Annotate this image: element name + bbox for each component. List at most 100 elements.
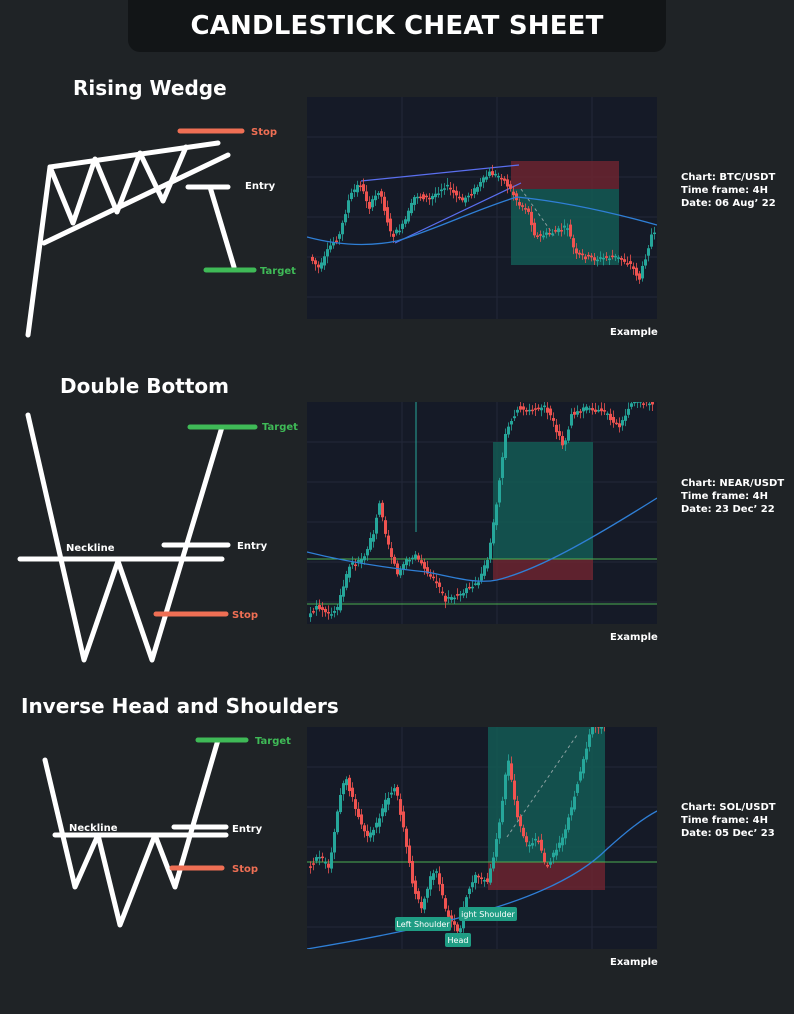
candle-body	[599, 257, 602, 259]
candle-body	[420, 901, 423, 909]
candle-body	[321, 607, 324, 610]
candle-body	[621, 420, 624, 426]
candle-body	[477, 582, 480, 586]
candle-body	[359, 185, 362, 188]
candle-body	[588, 734, 591, 747]
candle-body	[540, 407, 543, 411]
candle-body	[339, 794, 342, 813]
candle-body	[441, 883, 444, 896]
candle-body	[513, 780, 516, 800]
candle-body	[438, 582, 441, 587]
candle-body	[309, 866, 312, 868]
candle-body	[651, 402, 654, 405]
candle-body	[390, 548, 393, 558]
candle-body	[611, 255, 614, 258]
candle-body	[429, 876, 432, 890]
candle-body	[605, 256, 608, 258]
candle-body	[395, 229, 398, 234]
candle-body	[465, 588, 468, 594]
candle-body	[476, 187, 479, 192]
candle-body	[512, 191, 515, 196]
right-shoulder-tag: ight Shoulder	[459, 907, 517, 921]
candles	[309, 727, 605, 938]
candle-body	[377, 193, 380, 196]
candle-body	[330, 614, 333, 616]
section-title-double-bottom: Double Bottom	[60, 374, 229, 398]
double-bottom-diagram: Target Neckline Entry Stop	[17, 412, 298, 663]
candle-body	[516, 409, 519, 413]
candle-body	[519, 816, 522, 827]
candle-body	[410, 202, 413, 214]
candle-body	[401, 223, 404, 229]
candle-body	[525, 836, 528, 843]
candle-body	[365, 191, 368, 202]
candle-body	[353, 189, 356, 192]
candle-body	[393, 788, 396, 792]
head-tag: Head	[445, 933, 471, 947]
candle-body	[510, 763, 513, 780]
candle-body	[518, 202, 521, 206]
candle-body	[624, 415, 627, 421]
candle-body	[347, 200, 350, 213]
candle-body	[326, 249, 329, 257]
candle-body	[494, 173, 497, 176]
candle-body	[495, 839, 498, 857]
candle-body	[467, 195, 470, 198]
candle-body	[366, 549, 369, 556]
candle-body	[561, 436, 564, 446]
candle-body	[545, 232, 548, 235]
candle-body	[522, 827, 525, 837]
candle-body	[650, 234, 653, 247]
candle-body	[492, 522, 495, 544]
candle-body	[558, 842, 561, 848]
candle-body	[582, 407, 585, 412]
candle-body	[468, 586, 471, 589]
candle-body	[414, 554, 417, 559]
candle-body	[557, 228, 560, 233]
candle-body	[417, 555, 420, 560]
candle-body	[525, 410, 528, 412]
inverse-hs-diagram: Target Neckline Entry Stop	[42, 736, 291, 928]
candle-body	[435, 871, 438, 873]
candle-body	[345, 574, 348, 588]
candle-body	[600, 727, 603, 729]
candle-body	[474, 583, 477, 585]
candle-body	[411, 861, 414, 884]
candle-body	[578, 252, 581, 255]
candle-body	[504, 774, 507, 800]
candle-body	[501, 800, 504, 823]
candle-body	[342, 783, 345, 795]
double-bottom-example-chart	[307, 402, 657, 624]
candle-body	[309, 613, 312, 618]
candle-body	[536, 235, 539, 237]
candle-body	[579, 411, 582, 413]
candle-body	[539, 234, 542, 236]
candle-body	[335, 240, 338, 243]
candle-body	[591, 727, 594, 735]
candle-body	[384, 799, 387, 813]
moving-average-line	[307, 497, 657, 582]
candle-body	[458, 196, 461, 199]
candle-body	[498, 480, 501, 503]
candle-body	[603, 410, 606, 412]
candle-body	[333, 610, 336, 613]
candle-body	[639, 402, 642, 403]
candle-body	[576, 784, 579, 793]
candle-body	[483, 565, 486, 576]
candle-body	[375, 822, 378, 828]
target-label: Target	[262, 422, 298, 433]
candle-body	[432, 873, 435, 880]
candle-body	[591, 408, 594, 411]
candle-body	[333, 832, 336, 853]
candle-body	[474, 874, 477, 883]
double-bottom-w	[25, 412, 225, 663]
candle-body	[383, 196, 386, 211]
candle-body	[342, 586, 345, 597]
candle-body	[561, 837, 564, 846]
candle-body	[408, 559, 411, 562]
left-shoulder-tag: Left Shoulder	[395, 917, 451, 931]
candle-body	[339, 595, 342, 611]
candle-body	[617, 257, 620, 259]
candle-body	[327, 863, 330, 868]
candles	[311, 164, 656, 284]
